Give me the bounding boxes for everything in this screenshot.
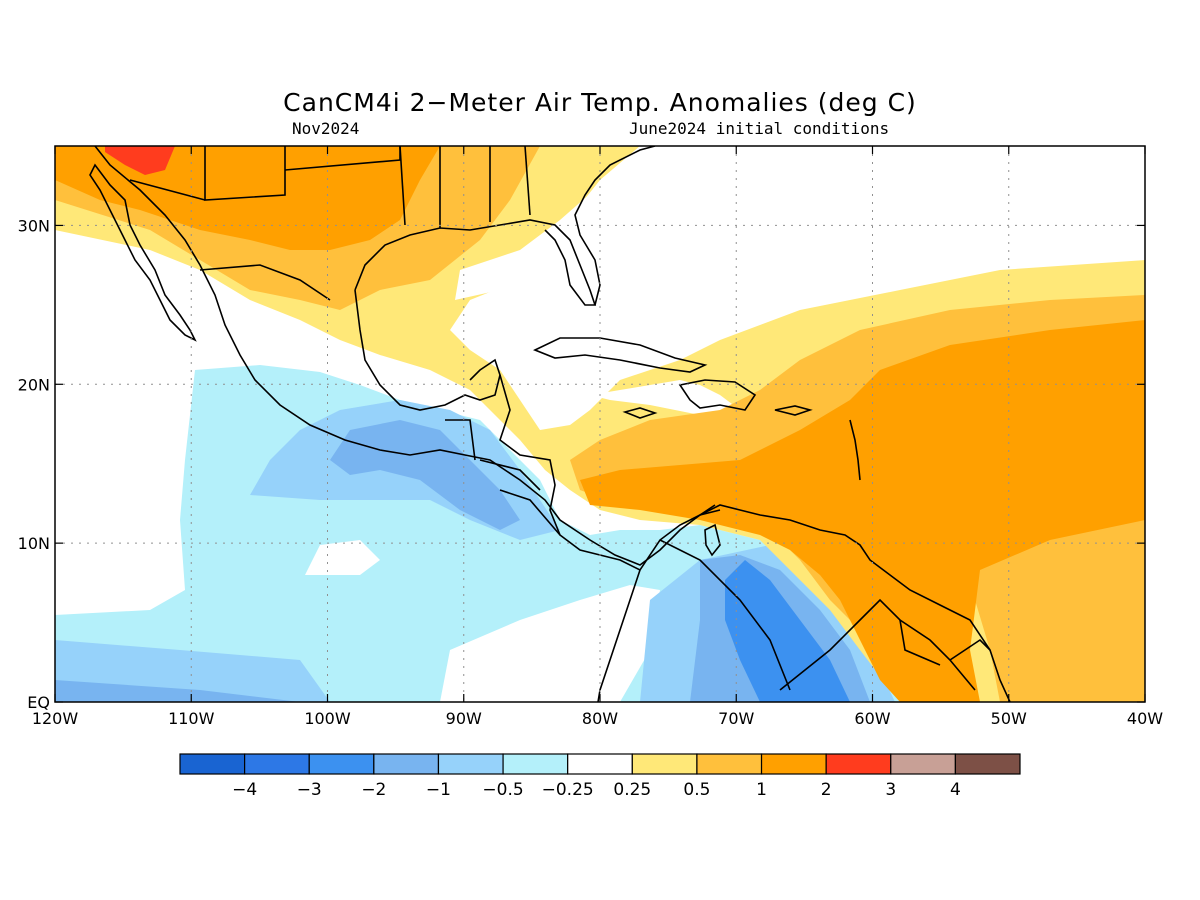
x-tick-label: 70W: [718, 709, 754, 728]
colorbar-label: −0.5: [482, 780, 523, 800]
subtitle-month: Nov2024: [292, 119, 359, 138]
colorbar-label: 0.25: [613, 780, 651, 800]
y-tick-label: 10N: [18, 534, 50, 553]
colorbar-swatch: [244, 753, 310, 775]
colorbar-swatch: [437, 753, 504, 775]
colorbar-swatch: [631, 753, 698, 775]
x-tick-label: 50W: [991, 709, 1027, 728]
colorbar-swatch: [825, 753, 892, 775]
colorbar-label: 4: [950, 780, 961, 800]
figure-title: CanCM4i 2−Meter Air Temp. Anomalies (deg…: [283, 88, 917, 117]
colorbar-label: −3: [297, 780, 322, 800]
anomaly-field-white-patch-2: [305, 540, 380, 575]
colorbar-swatch: [567, 753, 633, 775]
x-tick-label: 90W: [446, 709, 482, 728]
colorbar-label: 3: [885, 780, 896, 800]
y-tick-label: 20N: [18, 375, 50, 394]
y-tick-label: 30N: [18, 216, 50, 235]
subtitle-initial-conditions: June2024 initial conditions: [629, 119, 889, 138]
y-tick-label: EQ: [27, 693, 50, 712]
colorbar-swatch: [760, 753, 827, 775]
anomaly-field-white-north: [455, 146, 970, 330]
x-axis: 120W 110W 100W 90W 80W 70W 60W 50W 40W: [32, 146, 1163, 728]
colorbar-label: −2: [361, 780, 386, 800]
anomaly-field-warm-strong: [105, 146, 175, 175]
colorbar-label: 1: [756, 780, 767, 800]
colorbar: −4 −3 −2 −1 −0.5 −0.25 0.25 0.5 1 2 3 4: [179, 753, 1021, 800]
y-axis: EQ 10N 20N 30N: [18, 216, 1145, 712]
x-tick-label: 40W: [1127, 709, 1163, 728]
x-tick-label: 110W: [168, 709, 215, 728]
colorbar-label: 0.5: [683, 780, 710, 800]
anomaly-field-cool-strong: [725, 560, 850, 702]
grid-lines: [55, 146, 1145, 702]
colorbar-label: −4: [232, 780, 257, 800]
x-tick-label: 120W: [32, 709, 79, 728]
colorbar-swatch: [373, 753, 440, 775]
x-tick-label: 60W: [854, 709, 890, 728]
colorbar-label: −1: [426, 780, 451, 800]
anomaly-field-cool-light: [55, 400, 895, 702]
colorbar-swatch: [954, 753, 1021, 775]
colorbar-swatch: [696, 753, 763, 775]
anomaly-field-white-carib: [590, 380, 740, 420]
colorbar-label: −0.25: [542, 780, 594, 800]
colorbar-swatch: [502, 753, 569, 775]
x-tick-label: 100W: [304, 709, 351, 728]
colorbar-swatch: [308, 753, 375, 775]
colorbar-swatch: [179, 753, 246, 775]
colorbar-swatch: [890, 753, 956, 775]
x-tick-label: 80W: [582, 709, 618, 728]
colorbar-label: 2: [821, 780, 832, 800]
map-panel: [55, 146, 1145, 702]
